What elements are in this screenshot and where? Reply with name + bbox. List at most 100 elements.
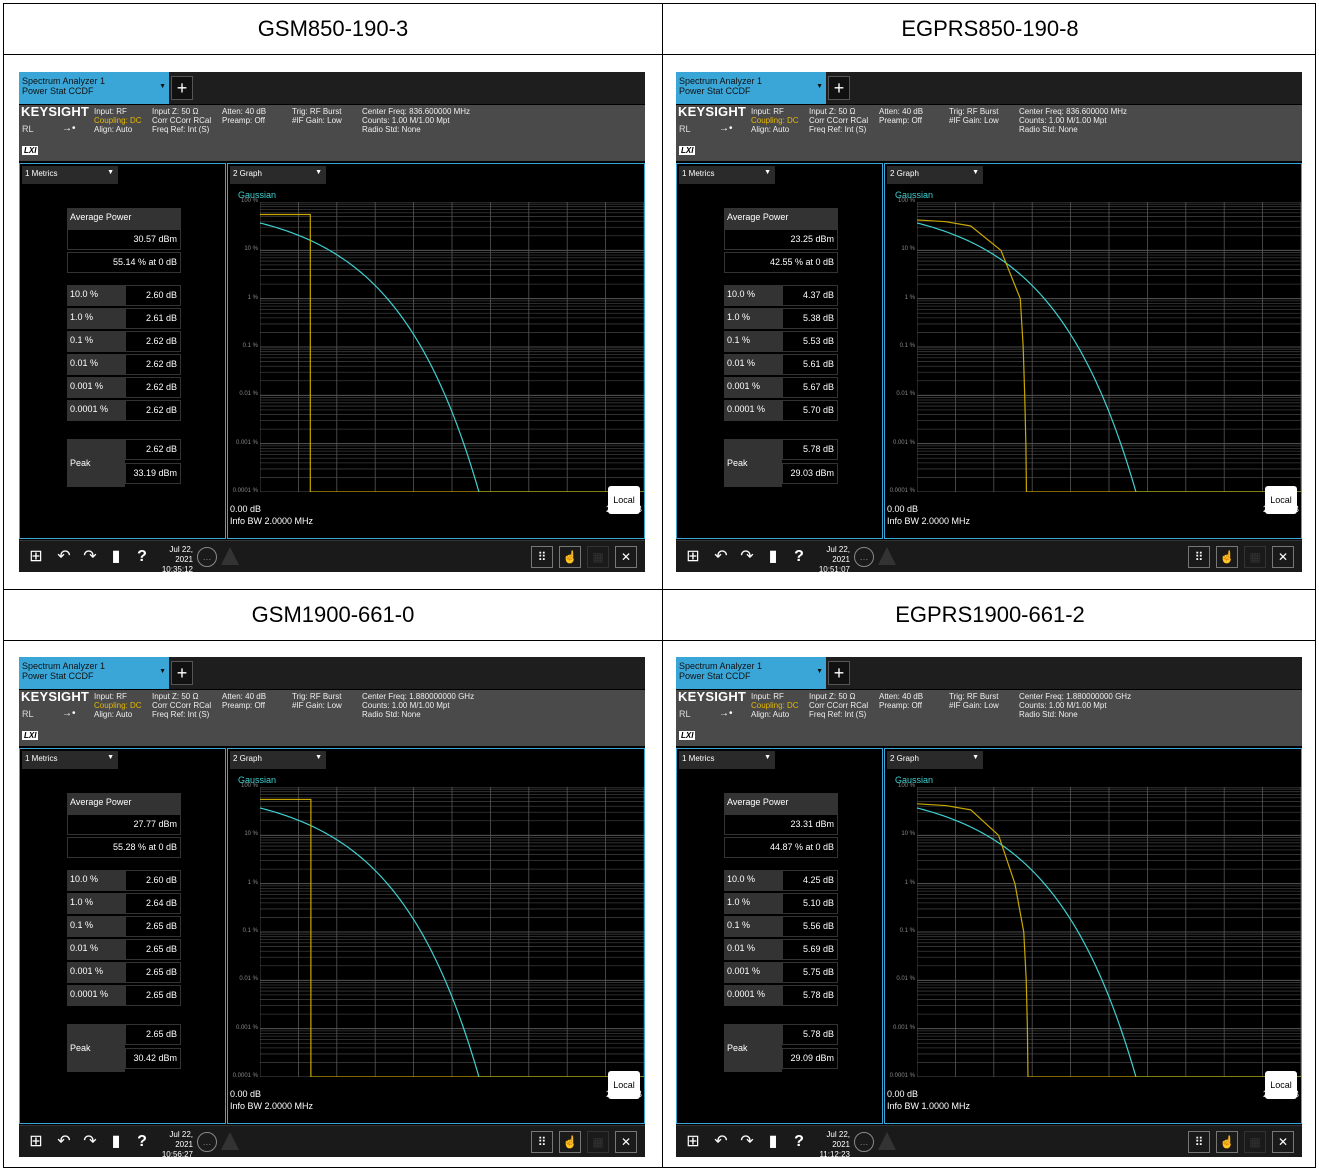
file-icon[interactable]: ▮: [111, 548, 121, 565]
redo-icon[interactable]: ↷: [740, 548, 754, 565]
graph-panel[interactable]: 2 Graph ▼ Gaussian 100 % 10 % 1 % 0.1 % 0.01…: [884, 748, 1302, 1124]
add-screen-button[interactable]: +: [828, 76, 850, 100]
tab-spectrum-analyzer[interactable]: Spectrum Analyzer 1 Power Stat CCDF ▼: [19, 72, 169, 104]
fullscreen-icon[interactable]: ✕: [1272, 1131, 1294, 1153]
add-screen-button[interactable]: +: [828, 661, 850, 685]
help-icon[interactable]: ?: [794, 548, 804, 565]
help-icon[interactable]: ?: [137, 548, 147, 565]
undo-icon[interactable]: ↶: [57, 1133, 71, 1150]
windows-icon[interactable]: ⊞: [29, 548, 43, 565]
fullscreen-icon[interactable]: ✕: [615, 546, 637, 568]
undo-icon[interactable]: ↶: [57, 548, 71, 565]
table-divider: [4, 640, 1315, 641]
gaussian-label: Gaussian: [895, 775, 934, 785]
atten-label: Atten: 40 dB: [879, 107, 924, 116]
grid-icon[interactable]: ▦: [587, 546, 609, 568]
metrics-dropdown[interactable]: 1 Metrics ▼: [679, 751, 775, 769]
windows-icon[interactable]: ⊞: [686, 548, 700, 565]
grid-icon[interactable]: ▦: [587, 1131, 609, 1153]
settings-bar[interactable]: KEYSIGHT RL →• LXI Input: RF Coupling: D…: [19, 105, 645, 161]
local-button[interactable]: Local: [608, 1071, 640, 1099]
avg-power-header: Average Power: [724, 208, 838, 229]
ccdf-row: 1.0 % 5.38 dB: [724, 308, 838, 329]
table-divider: [4, 54, 1315, 55]
metrics-panel[interactable]: 1 Metrics ▼ Average Power 23.31 dBm 44.8…: [676, 748, 883, 1124]
metrics-dropdown[interactable]: 1 Metrics ▼: [22, 751, 118, 769]
add-screen-button[interactable]: +: [171, 661, 193, 685]
graph-panel[interactable]: 2 Graph ▼ Gaussian 100 % 10 % 1 % 0.1 % 0.01…: [227, 163, 645, 539]
undo-icon[interactable]: ↶: [714, 548, 728, 565]
windows-icon[interactable]: ⊞: [686, 1133, 700, 1150]
taskbar: ⊞ ↶ ↷ ▮ ? Jul 22, 2021 10:51:07 … ⠿ ☝ ▦ …: [676, 540, 1302, 572]
chevron-down-icon: ▼: [972, 754, 979, 761]
file-icon[interactable]: ▮: [111, 1133, 121, 1150]
file-icon[interactable]: ▮: [768, 548, 778, 565]
grid-icon[interactable]: ▦: [1244, 546, 1266, 568]
layout-icon[interactable]: ⠿: [1188, 546, 1210, 568]
undo-icon[interactable]: ↶: [714, 1133, 728, 1150]
metrics-panel[interactable]: 1 Metrics ▼ Average Power 30.57 dBm 55.1…: [19, 163, 226, 539]
input-arrow-icon: →•: [62, 708, 76, 719]
gaussian-label: Gaussian: [238, 775, 277, 785]
ccdf-value: 2.61 dB: [125, 308, 181, 329]
metrics-dropdown[interactable]: 1 Metrics ▼: [679, 166, 775, 184]
metrics-panel[interactable]: 1 Metrics ▼ Average Power 23.25 dBm 42.5…: [676, 163, 883, 539]
local-button[interactable]: Local: [608, 486, 640, 514]
fullscreen-icon[interactable]: ✕: [1272, 546, 1294, 568]
touch-icon[interactable]: ☝: [1216, 546, 1238, 568]
avg-power-label: Average Power: [724, 208, 838, 229]
graph-panel[interactable]: 2 Graph ▼ Gaussian 100 % 10 % 1 % 0.1 % 0.01…: [227, 748, 645, 1124]
metrics-dropdown[interactable]: 1 Metrics ▼: [22, 166, 118, 184]
local-button[interactable]: Local: [1265, 486, 1297, 514]
message-icon[interactable]: …: [197, 547, 217, 567]
message-icon[interactable]: …: [854, 547, 874, 567]
touch-icon[interactable]: ☝: [559, 546, 581, 568]
redo-icon[interactable]: ↷: [83, 1133, 97, 1150]
x-start-label: 0.00 dB: [230, 504, 262, 514]
message-icon[interactable]: …: [854, 1132, 874, 1152]
add-screen-button[interactable]: +: [171, 76, 193, 100]
graph-dropdown[interactable]: 2 Graph ▼: [887, 751, 983, 769]
ccdf-row: 0.0001 % 5.78 dB: [724, 985, 838, 1006]
message-icon[interactable]: …: [197, 1132, 217, 1152]
x-start-label: 0.00 dB: [230, 1089, 262, 1099]
tab-spectrum-analyzer[interactable]: Spectrum Analyzer 1 Power Stat CCDF ▼: [19, 657, 169, 689]
touch-icon[interactable]: ☝: [1216, 1131, 1238, 1153]
warning-icon: [878, 1132, 896, 1150]
settings-bar[interactable]: KEYSIGHT RL →• LXI Input: RF Coupling: D…: [19, 690, 645, 746]
settings-bar[interactable]: KEYSIGHT RL →• LXI Input: RF Coupling: D…: [676, 690, 1302, 746]
graph-dropdown[interactable]: 2 Graph ▼: [887, 166, 983, 184]
windows-icon[interactable]: ⊞: [29, 1133, 43, 1150]
help-icon[interactable]: ?: [794, 1133, 804, 1150]
chevron-down-icon: ▼: [315, 754, 322, 761]
grid-icon[interactable]: ▦: [1244, 1131, 1266, 1153]
tab-spectrum-analyzer[interactable]: Spectrum Analyzer 1 Power Stat CCDF ▼: [676, 657, 826, 689]
ccdf-probability: 0.01 %: [67, 939, 125, 960]
taskbar: ⊞ ↶ ↷ ▮ ? Jul 22, 2021 11:12:23 … ⠿ ☝ ▦ …: [676, 1125, 1302, 1157]
graph-dropdown[interactable]: 2 Graph ▼: [230, 751, 326, 769]
layout-icon[interactable]: ⠿: [1188, 1131, 1210, 1153]
local-button[interactable]: Local: [1265, 1071, 1297, 1099]
file-icon[interactable]: ▮: [768, 1133, 778, 1150]
redo-icon[interactable]: ↷: [740, 1133, 754, 1150]
touch-icon[interactable]: ☝: [559, 1131, 581, 1153]
layout-icon[interactable]: ⠿: [531, 1131, 553, 1153]
graph-dropdown[interactable]: 2 Graph ▼: [230, 166, 326, 184]
input-arrow-icon: →•: [719, 123, 733, 134]
graph-panel[interactable]: 2 Graph ▼ Gaussian 100 % 10 % 1 % 0.1 % 0.01…: [884, 163, 1302, 539]
date-label: Jul 22, 2021: [169, 545, 193, 564]
redo-icon[interactable]: ↷: [83, 548, 97, 565]
tab-spectrum-analyzer[interactable]: Spectrum Analyzer 1 Power Stat CCDF ▼: [676, 72, 826, 104]
layout-icon[interactable]: ⠿: [531, 546, 553, 568]
peak-row: Peak 5.78 dB 29.09 dBm: [724, 1024, 838, 1072]
preamp-label: Preamp: Off: [879, 116, 922, 125]
radio-std-label: Radio Std: None: [1019, 125, 1078, 134]
settings-bar[interactable]: KEYSIGHT RL →• LXI Input: RF Coupling: D…: [676, 105, 1302, 161]
metrics-panel[interactable]: 1 Metrics ▼ Average Power 27.77 dBm 55.2…: [19, 748, 226, 1124]
help-icon[interactable]: ?: [137, 1133, 147, 1150]
fullscreen-icon[interactable]: ✕: [615, 1131, 637, 1153]
ccdf-value: 2.62 dB: [125, 400, 181, 421]
trig-label: Trig: RF Burst: [949, 107, 999, 116]
table-divider-vertical: [662, 4, 663, 1167]
y-tick-label: 10 %: [901, 831, 915, 838]
